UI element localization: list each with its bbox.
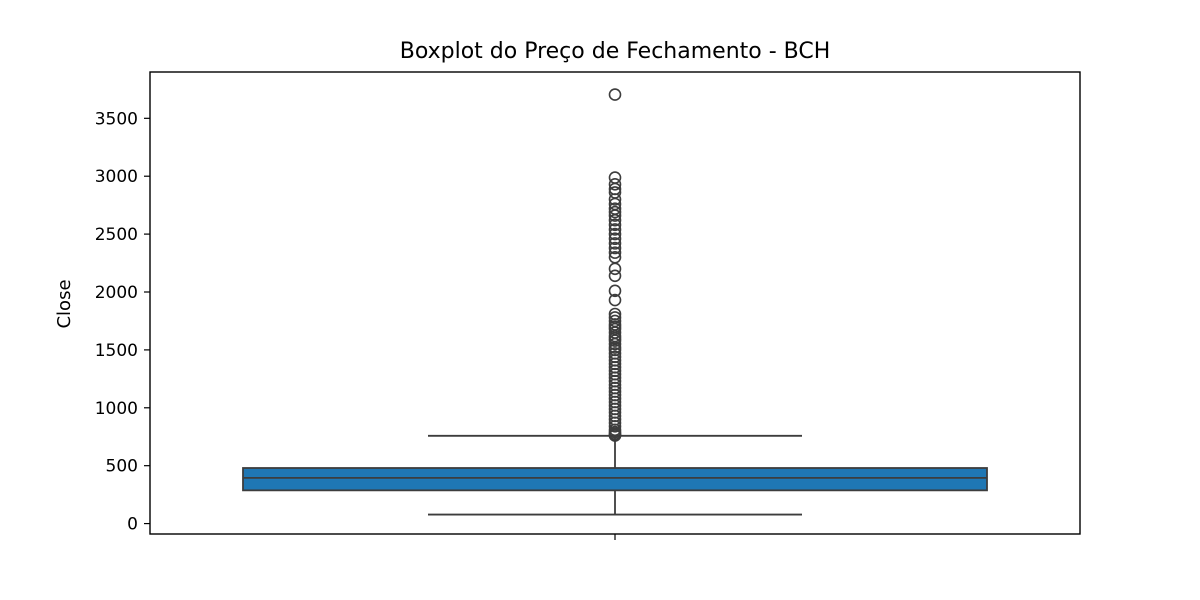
outlier-point-15 <box>608 237 622 250</box>
outlier-point-17 <box>608 246 622 259</box>
y-tick-label-1000: 1000 <box>95 399 138 419</box>
outlier-point-12 <box>608 223 622 236</box>
outlier-point-33 <box>608 337 622 351</box>
y-tick-label-3500: 3500 <box>95 109 138 129</box>
y-tick-label-2000: 2000 <box>95 283 138 303</box>
outlier-point-2 <box>608 178 622 191</box>
y-tick-label-500: 500 <box>106 457 138 477</box>
outlier-point-16 <box>608 241 622 255</box>
outlier-point-0 <box>608 88 622 101</box>
outlier-point-20 <box>608 269 622 283</box>
outlier-point-62 <box>608 429 622 442</box>
chart-title: Boxplot do Preço de Fechamento - BCH <box>400 39 831 64</box>
outlier-point-14 <box>608 232 622 246</box>
outlier-point-57 <box>608 420 622 433</box>
outlier-point-22 <box>608 293 622 307</box>
y-axis-label: Close <box>54 279 75 328</box>
outlier-point-8 <box>608 205 622 219</box>
y-tick-label-3000: 3000 <box>95 167 138 187</box>
y-tick-label-1500: 1500 <box>95 341 138 361</box>
outlier-point-21 <box>608 284 622 298</box>
iqr-box <box>242 467 988 492</box>
outlier-point-32 <box>608 334 622 347</box>
outlier-point-19 <box>608 262 622 276</box>
outlier-point-13 <box>608 227 622 241</box>
plot-frame <box>149 71 1081 535</box>
y-tick-label-2500: 2500 <box>95 225 138 245</box>
outlier-point-10 <box>608 213 622 227</box>
outlier-point-9 <box>608 209 622 222</box>
y-tick-label-0: 0 <box>127 515 138 535</box>
plot-area: 0 500 1000 1500 2000 2500 3000 3500 <box>95 88 988 540</box>
outlier-point-5 <box>608 193 622 206</box>
outlier-point-11 <box>608 218 622 232</box>
